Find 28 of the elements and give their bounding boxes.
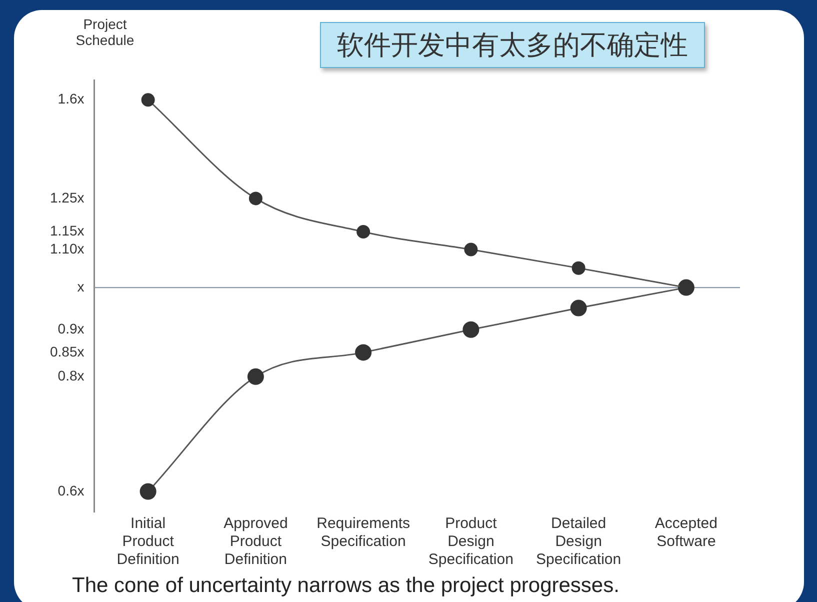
x-tick-label: Requirements Specification xyxy=(316,515,410,550)
x-tick-label: Product Design Specification xyxy=(428,515,514,568)
point xyxy=(248,192,262,206)
point xyxy=(355,344,372,361)
point xyxy=(141,93,155,107)
text: The cone of uncertainty narrows as the project progresses. xyxy=(72,574,620,598)
y-tick-label: 0.8x xyxy=(58,368,84,384)
x-tick-label: Approved Product Definition xyxy=(224,515,288,568)
y-axis-title: Project Schedule xyxy=(74,16,136,48)
x-tick-label: Initial Product Definition xyxy=(116,515,180,568)
y-tick-label: 0.9x xyxy=(58,320,84,336)
point xyxy=(570,300,587,316)
y-tick-label: 1.10x xyxy=(50,240,84,256)
y-tick-label: 1.6x xyxy=(58,90,84,107)
chart-title: 软件开发中有太多的不确定性 xyxy=(320,22,705,68)
x-tick-label: Detailed Design Specification xyxy=(536,515,622,568)
point xyxy=(572,261,586,275)
point xyxy=(247,368,264,385)
point xyxy=(140,483,156,500)
point xyxy=(462,321,480,338)
y-tick-label: 1.15x xyxy=(50,222,84,239)
y-tick-label: 1.25x xyxy=(50,189,84,206)
point xyxy=(356,224,370,238)
point xyxy=(464,242,478,256)
y-tick-label: 0.85x xyxy=(50,343,84,360)
y-tick-label: x xyxy=(77,278,84,294)
y-tick-label: 0.6x xyxy=(58,482,84,498)
x-tick-label: Accepted Software xyxy=(654,515,718,550)
